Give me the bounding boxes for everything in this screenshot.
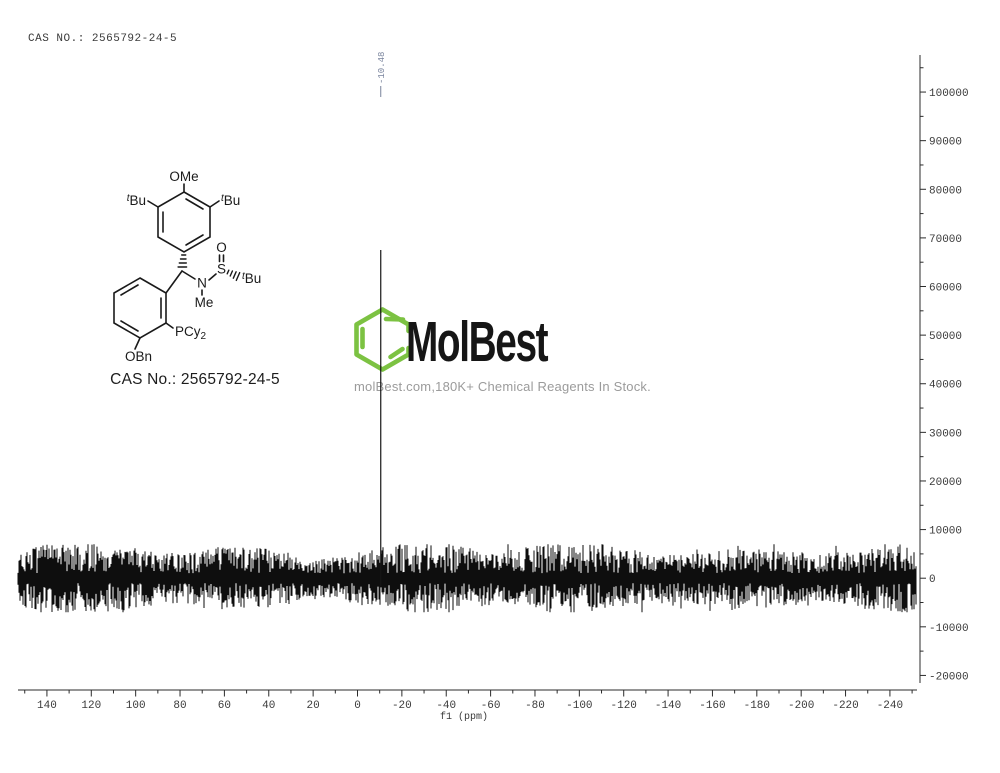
y-axis-tick-label: 30000 [929,428,962,440]
x-axis-tick-label: -120 [611,700,637,712]
tbu-left-label: tBu [127,193,146,208]
y-axis-tick-label: 0 [929,574,936,586]
x-axis-tick-label: 40 [262,700,275,712]
y-axis-tick-label: 90000 [929,137,962,149]
y-axis-tick-label: 60000 [929,283,962,295]
y-axis-tick-label: -20000 [929,671,969,683]
x-axis-tick-label: -100 [566,700,592,712]
pcy2-label: PCy2 [175,324,207,342]
x-axis-tick-label: -240 [877,700,903,712]
y-axis-tick-label: 100000 [929,88,969,100]
y-axis-tick-label: -10000 [929,623,969,635]
obn-label: OBn [125,349,152,364]
sulfur-label: S [217,262,226,277]
molbest-tagline: molBest.com,180K+ Chemical Reagents In S… [354,379,651,394]
chemical-structure-drawing: OMe tBu tBu O S N Me tBu PCy2 OBn [113,169,261,364]
tbu-right-label: tBu [221,193,240,208]
structure-atom-labels: OMe tBu tBu O S N Me tBu PCy2 OBn [125,169,261,364]
x-axis-tick-label: 100 [126,700,146,712]
molbest-brand-text: MolBest [406,310,549,374]
x-axis-tick-label: 0 [354,700,361,712]
y-axis-tick-label: 10000 [929,526,962,538]
x-axis-tick-label: -80 [525,700,545,712]
x-axis-tick-label: -220 [832,700,858,712]
nitrogen-label: N [197,276,207,291]
y-axis-tick-label: 40000 [929,380,962,392]
ome-label: OMe [169,169,198,184]
structure-cas-caption: CAS No.: 2565792-24-5 [110,371,280,388]
peak-shift-label: -10.48 [377,52,387,84]
x-axis-tick-label: 20 [307,700,320,712]
methyl-label: Me [195,295,214,310]
noise-trace [17,544,917,613]
x-axis-tick-label: -20 [392,700,412,712]
x-axis-tick-label: -40 [436,700,456,712]
molbest-hexagon-icon [354,307,411,372]
y-axis-tick-label: 80000 [929,185,962,197]
y-axis-tick-label: 50000 [929,331,962,343]
oxygen-label: O [216,240,227,255]
x-axis-tick-label: 120 [81,700,101,712]
x-axis-tick-label: 80 [173,700,186,712]
x-axis-tick-label: -140 [655,700,681,712]
cas-number-header: CAS NO.: 2565792-24-5 [28,33,178,45]
y-axis-tick-label: 70000 [929,234,962,246]
x-axis-tick-label: -60 [481,700,501,712]
x-axis-tick-label: 140 [37,700,57,712]
structure-bonds [113,183,241,350]
x-axis-title: f1 (ppm) [440,711,488,723]
x-axis-tick-label: -160 [699,700,725,712]
x-axis-tick-label: -200 [788,700,814,712]
tbu-s-label: tBu [242,271,261,286]
y-axis-tick-label: 20000 [929,477,962,489]
x-axis-tick-label: 60 [218,700,231,712]
x-axis-tick-label: -180 [744,700,770,712]
